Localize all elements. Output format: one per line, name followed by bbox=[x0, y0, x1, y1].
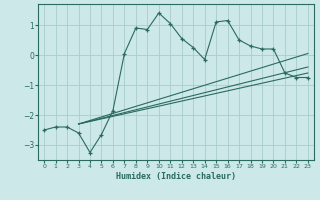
X-axis label: Humidex (Indice chaleur): Humidex (Indice chaleur) bbox=[116, 172, 236, 181]
